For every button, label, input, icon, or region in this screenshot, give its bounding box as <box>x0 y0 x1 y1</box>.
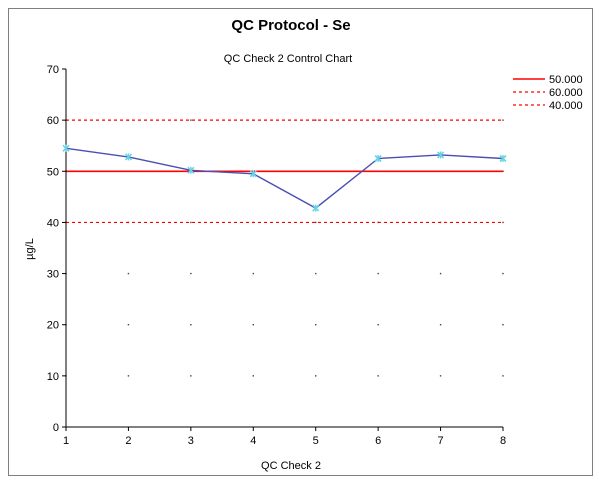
grid-dot <box>315 221 317 224</box>
data-point <box>374 154 382 163</box>
legend-label: 50.000 <box>549 74 583 86</box>
grid-dot <box>502 375 504 377</box>
data-point <box>124 153 132 161</box>
grid-dot <box>127 272 130 275</box>
grid-dot <box>190 375 192 377</box>
grid-dot <box>252 375 254 377</box>
y-tick-label: 70 <box>47 64 59 76</box>
data-point <box>312 204 320 212</box>
y-tick-label: 10 <box>47 371 59 383</box>
grid-dot <box>315 272 317 275</box>
y-tick-label: 60 <box>47 115 59 127</box>
grid-dot <box>439 324 442 326</box>
x-tick-label: 5 <box>313 435 319 447</box>
grid-dot <box>190 272 192 275</box>
chart-subtitle: QC Check 2 Control Chart <box>224 53 352 65</box>
grid-dot <box>190 221 192 224</box>
chart-frame: QC Protocol - Se QC Check 2 Control Char… <box>8 8 593 476</box>
chart-title: QC Protocol - Se <box>231 17 350 34</box>
control-chart: QC Protocol - Se QC Check 2 Control Char… <box>24 17 583 472</box>
grid-dot <box>439 272 442 275</box>
x-tick-label: 1 <box>63 435 69 447</box>
data-point <box>62 144 70 152</box>
y-tick-label: 40 <box>47 217 59 229</box>
x-tick-label: 6 <box>375 435 381 447</box>
x-axis-label: QC Check 2 <box>261 460 321 472</box>
grid-dot <box>377 375 379 377</box>
grid-dot <box>502 221 504 224</box>
y-tick-label: 50 <box>47 166 59 178</box>
x-tick-label: 2 <box>125 435 131 447</box>
y-axis-label: µg/L <box>24 238 36 260</box>
legend-label: 40.000 <box>549 100 583 112</box>
plot-area: 0 10 20 30 40 50 60 70 1 2 3 4 5 6 7 8 <box>47 64 507 447</box>
y-tick-label: 20 <box>47 320 59 332</box>
grid-dot <box>315 119 317 121</box>
grid-dot <box>127 375 130 377</box>
grid-dot <box>252 324 254 326</box>
data-point <box>187 166 195 174</box>
grid-dot <box>377 324 379 326</box>
grid-dot <box>315 324 317 326</box>
y-tick-label: 0 <box>53 422 59 434</box>
x-tick-label: 3 <box>188 435 194 447</box>
grid-dot <box>502 324 504 326</box>
grid-dot <box>439 375 442 377</box>
x-tick-label: 7 <box>438 435 444 447</box>
grid-dot <box>190 324 192 326</box>
data-point <box>437 151 445 159</box>
grid-dot <box>190 119 192 121</box>
grid-dot <box>502 119 504 121</box>
grid-dot <box>377 272 379 275</box>
x-tick-label: 8 <box>500 435 506 447</box>
y-tick-label: 30 <box>47 269 59 281</box>
data-point <box>249 170 257 178</box>
legend-label: 60.000 <box>549 87 583 99</box>
grid-dot <box>315 375 317 377</box>
grid-dot <box>252 272 254 275</box>
data-point <box>499 154 507 163</box>
grid-dot <box>502 272 504 275</box>
grid-dot <box>127 324 130 326</box>
series-line <box>65 147 504 209</box>
x-tick-label: 4 <box>250 435 256 447</box>
